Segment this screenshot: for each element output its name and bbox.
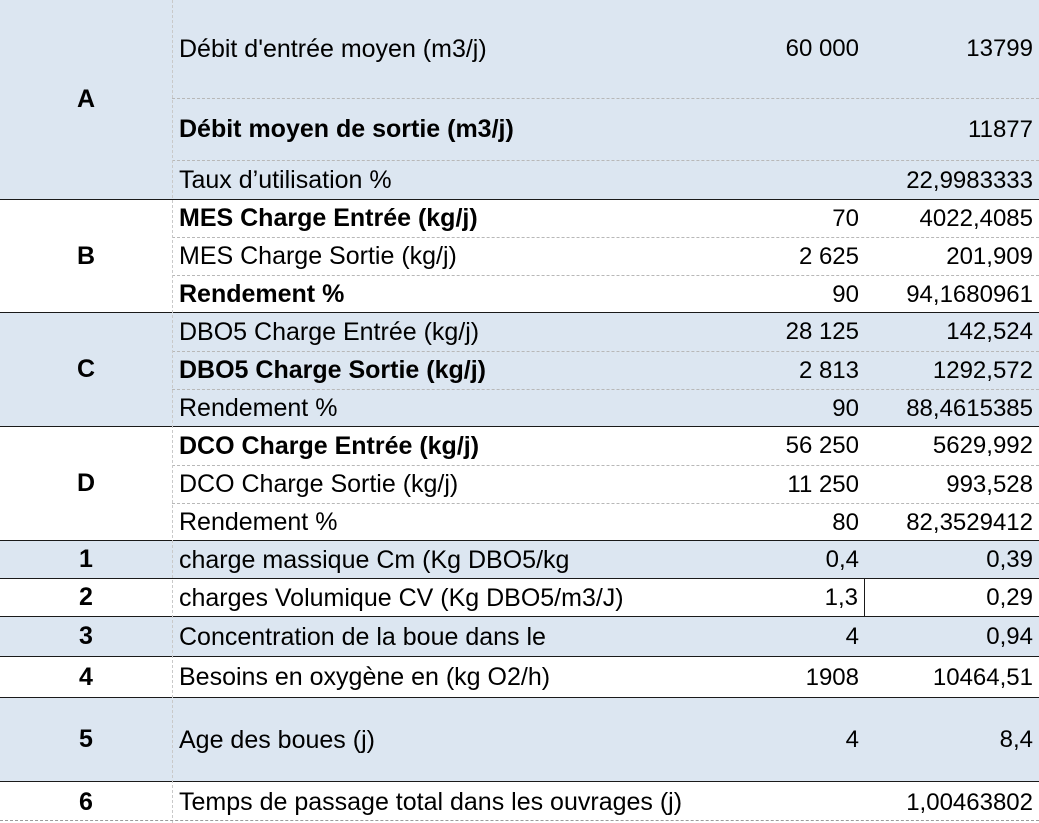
value-1: 2 813: [798, 356, 859, 384]
value-2: 4022,4085: [919, 204, 1033, 232]
row-label: DBO5 Charge Entrée (kg/j): [179, 317, 480, 346]
value-2: 0,39: [986, 546, 1033, 573]
row-label: charges Volumique CV (Kg DBO5/m3/J): [179, 583, 624, 612]
row-label: DBO5 Charge Sortie (kg/j): [179, 356, 486, 384]
row-4: 4 Besoins en oxygène en (kg O2/h) 1908 1…: [0, 657, 1039, 698]
value-2: 993,528: [946, 470, 1033, 498]
table-row: Rendement % 90 88,4615385: [172, 389, 1039, 427]
row-number: 1: [79, 545, 93, 573]
table-row: Débit d'entrée moyen (m3/j) 60 000 13799: [172, 0, 1039, 98]
table-row: Besoins en oxygène en (kg O2/h) 1908 104…: [172, 657, 1039, 698]
table-row: Taux d’utilisation % 22,9983333: [172, 160, 1039, 200]
value-1: [717, 161, 865, 200]
value-2: 201,909: [946, 242, 1033, 270]
row-label: DCO Charge Entrée (kg/j): [179, 431, 480, 460]
row-label: Rendement %: [179, 280, 345, 308]
row-6: 6 Temps de passage total dans les ouvrag…: [0, 782, 1039, 823]
value-2: 5629,992: [932, 432, 1033, 459]
group-code: C: [76, 355, 96, 383]
row-number: 2: [79, 583, 93, 611]
value-2: 88,4615385: [906, 394, 1033, 422]
value-1: 80: [832, 508, 859, 536]
value-1: [717, 99, 865, 160]
group-d: D DCO Charge Entrée (kg/j) 56 250 5629,9…: [0, 427, 1039, 541]
value-2: 94,1680961: [906, 280, 1033, 308]
value-1: 11 250: [787, 470, 859, 498]
row-3: 3 Concentration de la boue dans le 4 0,9…: [0, 617, 1039, 657]
value-2: 1,00463802: [906, 788, 1033, 816]
row-label: Rendement %: [179, 508, 338, 536]
row-label: MES Charge Sortie (kg/j): [179, 242, 457, 270]
row-number: 6: [79, 788, 93, 816]
table-row: DBO5 Charge Entrée (kg/j) 28 125 142,524: [172, 313, 1039, 351]
row-number: 3: [79, 622, 93, 650]
row-label: Temps de passage total dans les ouvrages…: [179, 788, 683, 816]
group-b: B MES Charge Entrée (kg/j) 70 4022,4085 …: [0, 200, 1039, 313]
row-label: Débit d'entrée moyen (m3/j): [179, 34, 487, 63]
row-label: MES Charge Entrée (kg/j): [179, 204, 478, 232]
value-1: 4: [845, 623, 859, 650]
row-label: Besoins en oxygène en (kg O2/h): [179, 663, 551, 691]
value-1: 90: [832, 280, 859, 308]
row-5: 5 Age des boues (j) 4 8,4: [0, 698, 1039, 782]
value-1: 2 625: [798, 242, 859, 270]
value-2: 0,29: [986, 584, 1033, 611]
value-1: 56 250: [785, 432, 859, 459]
page-bottom-dashed-line: [0, 820, 1039, 821]
value-1: 4: [845, 726, 859, 753]
table-row: DCO Charge Sortie (kg/j) 11 250 993,528: [172, 465, 1039, 503]
column-divider: [172, 0, 173, 823]
value-1: 0,4: [825, 546, 859, 573]
table-row: Temps de passage total dans les ouvrages…: [172, 782, 1039, 823]
table-row: DBO5 Charge Sortie (kg/j) 2 813 1292,572: [172, 351, 1039, 389]
value-2: 11877: [968, 115, 1033, 143]
row-1: 1 charge massique Cm (Kg DBO5/kg 0,4 0,3…: [0, 541, 1039, 579]
table-row: DCO Charge Entrée (kg/j) 56 250 5629,992: [172, 427, 1039, 465]
row-number: 5: [79, 725, 93, 753]
value-1: 28 125: [785, 318, 859, 345]
group-c: C DBO5 Charge Entrée (kg/j) 28 125 142,5…: [0, 313, 1039, 427]
row-2: 2 charges Volumique CV (Kg DBO5/m3/J) 1,…: [0, 579, 1039, 617]
row-label: Concentration de la boue dans le: [179, 622, 546, 651]
table-row: Rendement % 80 82,3529412: [172, 503, 1039, 541]
value-2: 10464,51: [932, 663, 1033, 691]
table-row: MES Charge Entrée (kg/j) 70 4022,4085: [172, 200, 1039, 237]
value-1: 90: [832, 394, 859, 422]
value-1: 1,3: [717, 579, 865, 617]
row-label: Débit moyen de sortie (m3/j): [179, 115, 514, 143]
value-2: 1292,572: [932, 356, 1033, 384]
value-2: 0,94: [986, 623, 1033, 650]
table-row: Débit moyen de sortie (m3/j) 11877: [172, 98, 1039, 160]
value-2: 82,3529412: [906, 508, 1033, 536]
group-code: A: [76, 85, 96, 113]
table-row: Concentration de la boue dans le 4 0,94: [172, 617, 1039, 657]
table-row: charges Volumique CV (Kg DBO5/m3/J) 1,3 …: [172, 579, 1039, 617]
row-label: charge massique Cm (Kg DBO5/kg: [179, 545, 570, 574]
value-2: 142,524: [946, 318, 1033, 345]
row-label: Age des boues (j): [179, 725, 375, 754]
value-1: 60 000: [785, 35, 859, 62]
row-label: DCO Charge Sortie (kg/j): [179, 470, 459, 498]
table-row: Rendement % 90 94,1680961: [172, 275, 1039, 313]
row-number: 4: [79, 662, 93, 691]
value-1: [717, 782, 865, 823]
value-2: 13799: [966, 35, 1033, 62]
table-row: MES Charge Sortie (kg/j) 2 625 201,909: [172, 237, 1039, 275]
table-row: charge massique Cm (Kg DBO5/kg 0,4 0,39: [172, 541, 1039, 579]
row-label: Taux d’utilisation %: [179, 166, 392, 194]
value-1: 70: [832, 204, 859, 232]
value-2: 22,9983333: [906, 166, 1033, 194]
group-code: B: [76, 241, 96, 270]
group-code: D: [76, 469, 96, 497]
row-label: Rendement %: [179, 394, 338, 422]
value-2: 8,4: [999, 726, 1033, 753]
table-row: Age des boues (j) 4 8,4: [172, 698, 1039, 782]
value-1: 1908: [805, 663, 859, 691]
group-a: A Débit d'entrée moyen (m3/j) 60 000 137…: [0, 0, 1039, 200]
